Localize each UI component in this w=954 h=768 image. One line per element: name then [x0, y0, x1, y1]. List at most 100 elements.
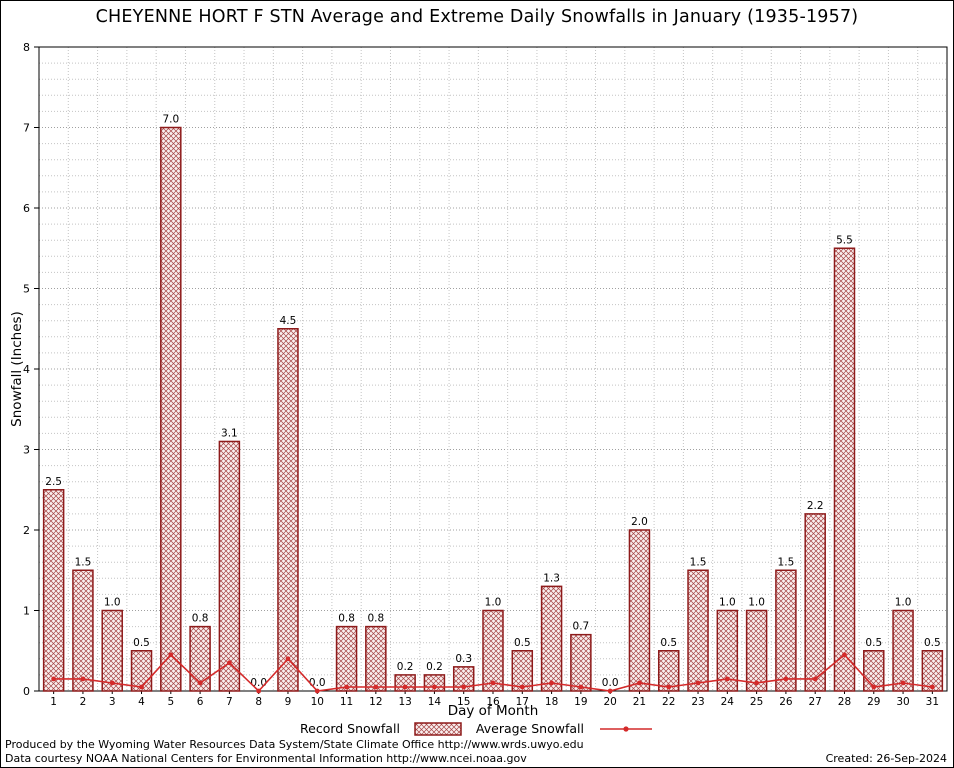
record-snowfall-bar: [189, 625, 211, 692]
x-tick-label: 20: [603, 696, 616, 708]
average-snowfall-marker: [549, 680, 554, 686]
record-snowfall-bar: [921, 650, 944, 692]
bar-value-label: 4.5: [280, 315, 297, 327]
bar-value-label: 1.5: [778, 556, 795, 568]
y-tick-label: 7: [23, 122, 30, 135]
x-tick-label: 23: [691, 696, 704, 708]
x-tick-label: 27: [809, 696, 822, 708]
footer-produced-by: Produced by the Wyoming Water Resources …: [5, 738, 584, 751]
record-snowfall-bar: [335, 625, 358, 692]
x-tick-label: 11: [340, 696, 353, 708]
record-snowfall-bar: [628, 529, 651, 692]
x-tick-label: 5: [167, 696, 174, 708]
x-tick-label: 19: [574, 696, 587, 708]
bar-value-label: 0.0: [309, 677, 326, 689]
bar-value-label: 0.5: [660, 637, 677, 649]
x-tick-label: 30: [896, 696, 909, 708]
average-snowfall-marker: [432, 684, 437, 690]
bar-value-label: 0.8: [192, 613, 209, 625]
average-snowfall-marker: [168, 652, 174, 658]
x-tick-label: 12: [369, 696, 382, 708]
average-snowfall-marker: [666, 684, 672, 690]
record-snowfall-bar: [804, 513, 826, 692]
record-snowfall-bars: 2.5 1.5 1.0 0.5 7.0 0.8 3.1 0.0 4.5 0.0 0.8 0.8 0.2 0…: [42, 114, 944, 692]
bar-value-label: 0.0: [250, 677, 267, 689]
bar-value-label: 1.0: [748, 597, 765, 609]
average-snowfall-marker: [109, 680, 115, 686]
average-snowfall-marker: [226, 660, 232, 666]
record-snowfall-bar: [745, 609, 768, 692]
x-tick-label: 13: [398, 696, 411, 708]
bar-value-label: 0.8: [338, 613, 355, 625]
x-tick-label: 29: [867, 696, 880, 708]
record-snowfall-bar: [277, 328, 299, 692]
bar-value-label: 0.8: [367, 613, 384, 625]
x-tick-label: 4: [138, 696, 145, 708]
average-snowfall-marker: [51, 676, 57, 682]
bar-value-label: 0.2: [397, 661, 414, 673]
bar-value-label: 3.1: [221, 427, 238, 439]
x-tick-label: 15: [457, 696, 470, 708]
record-snowfall-bar: [72, 569, 94, 692]
average-snowfall-marker: [285, 656, 291, 662]
x-tick-label: 10: [311, 696, 324, 708]
record-snowfall-bar: [511, 650, 534, 692]
record-snowfall-bar: [218, 440, 241, 692]
average-snowfall-marker: [256, 688, 262, 694]
y-tick-label: 4: [23, 363, 30, 376]
record-snowfall-bar: [570, 633, 592, 692]
bar-value-label: 0.2: [426, 661, 443, 673]
bar-value-label: 2.0: [631, 516, 648, 528]
average-snowfall-marker: [812, 676, 818, 682]
y-tick-label: 2: [23, 524, 30, 537]
average-snowfall-marker: [490, 680, 496, 686]
record-snowfall-bar: [101, 609, 123, 692]
bar-value-label: 1.0: [895, 597, 912, 609]
bar-value-label: 0.5: [865, 637, 882, 649]
bar-value-label: 0.0: [602, 677, 619, 689]
record-snowfall-bar: [892, 609, 914, 692]
x-tick-label: 9: [285, 696, 292, 708]
record-snowfall-bar: [160, 126, 182, 692]
average-snowfall-swatch: [599, 725, 652, 732]
y-tick-label: 0: [23, 685, 30, 698]
average-snowfall-marker: [607, 688, 613, 694]
y-axis-label: Snowfall (Inches): [9, 311, 25, 427]
bar-value-label: 0.5: [514, 637, 531, 649]
bar-value-label: 1.5: [75, 556, 92, 568]
y-tick-label: 1: [23, 605, 30, 618]
average-snowfall-marker: [871, 684, 877, 690]
x-tick-label: 2: [80, 696, 87, 708]
bar-value-label: 2.5: [45, 476, 62, 488]
x-tick-label: 7: [226, 696, 233, 708]
bar-value-label: 0.7: [573, 621, 590, 633]
record-snowfall-bar: [687, 569, 709, 692]
x-tick-label: 25: [750, 696, 763, 708]
record-snowfall-bar: [716, 609, 739, 692]
bar-value-label: 0.5: [133, 637, 150, 649]
bar-value-label: 1.0: [104, 597, 121, 609]
average-snowfall-marker: [139, 684, 144, 690]
x-tick-label: 3: [109, 696, 116, 708]
x-tick-label: 6: [197, 696, 204, 708]
x-tick-label: 8: [255, 696, 262, 708]
bar-value-label: 1.3: [543, 572, 560, 584]
grid: [39, 47, 947, 691]
average-snowfall-marker: [578, 684, 584, 690]
average-snowfall-marker: [900, 680, 906, 686]
record-snowfall-bar: [540, 585, 563, 692]
x-tick-label: 1: [50, 696, 57, 708]
average-snowfall-marker: [695, 680, 701, 686]
chart-title: CHEYENNE HORT F STN Average and Extreme …: [95, 7, 859, 27]
legend-record-snowfall-label: Record Snowfall: [300, 721, 400, 736]
record-snowfall-swatch: [414, 721, 462, 736]
average-snowfall-marker: [929, 684, 935, 690]
x-tick-label: 21: [633, 696, 646, 708]
footer-data-courtesy: Data courtesy NOAA National Centers for …: [5, 752, 527, 765]
bar-value-label: 2.2: [807, 500, 824, 512]
record-snowfall-bar: [452, 666, 475, 692]
footer-created-date: Created: 26-Sep-2024: [825, 752, 947, 765]
average-snowfall-marker: [783, 676, 789, 682]
